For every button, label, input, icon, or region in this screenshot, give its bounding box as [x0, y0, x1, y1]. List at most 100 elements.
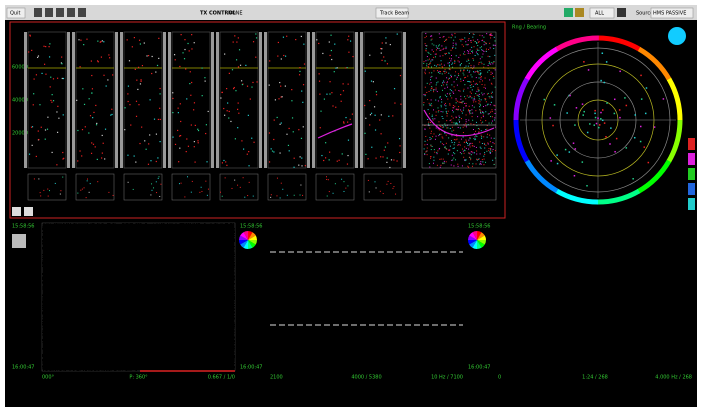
dot [388, 115, 390, 117]
dot [452, 117, 454, 119]
dot [426, 154, 428, 156]
dot [469, 111, 471, 113]
dot [384, 60, 386, 62]
dot [347, 139, 350, 141]
filter-select[interactable] [589, 7, 615, 19]
color-button[interactable] [688, 153, 695, 165]
dot [464, 150, 466, 152]
dot [349, 40, 352, 42]
dot [237, 108, 239, 110]
dot [56, 111, 58, 113]
dot [459, 152, 461, 154]
dot [77, 192, 79, 194]
dot [442, 80, 444, 82]
dot [441, 98, 443, 100]
dot [423, 61, 425, 63]
dot [187, 176, 189, 178]
dot [453, 81, 455, 83]
dot [193, 141, 195, 143]
dot [456, 100, 458, 102]
dot [489, 152, 491, 154]
ring-segment [524, 46, 559, 81]
dot [475, 138, 477, 140]
footer-label: 1:24 / 268 [582, 375, 608, 381]
toggle[interactable] [564, 8, 573, 17]
dot [256, 81, 258, 83]
compass-icon[interactable] [668, 27, 686, 45]
tool-icon[interactable] [34, 8, 42, 17]
dot [85, 197, 87, 199]
dot [436, 53, 438, 55]
dot [475, 130, 477, 132]
dot [301, 157, 303, 159]
tool-button[interactable] [24, 207, 33, 216]
dot [470, 123, 472, 125]
dot [301, 165, 303, 167]
source-select[interactable] [650, 7, 694, 19]
dot [423, 102, 425, 104]
dot [444, 70, 446, 72]
dot [155, 160, 157, 163]
color-wheel [243, 231, 249, 240]
dot [494, 40, 496, 42]
dot [492, 142, 494, 144]
dot [478, 158, 480, 160]
dot [268, 161, 271, 163]
dot [487, 55, 489, 57]
dot [442, 162, 444, 164]
tool-button[interactable] [12, 207, 21, 216]
color-button[interactable] [688, 138, 695, 150]
dot [469, 95, 471, 97]
dot [127, 85, 130, 87]
time-bottom: 16:00:47 [240, 365, 262, 371]
dot [205, 124, 207, 126]
dot [286, 194, 288, 196]
dot [425, 49, 427, 51]
dot [80, 39, 82, 41]
dot [428, 102, 430, 104]
dot [488, 96, 490, 98]
tool-icon[interactable] [78, 8, 86, 17]
quit-label: Quit [10, 11, 20, 17]
track-beam-button[interactable] [375, 7, 409, 19]
dot [327, 179, 329, 181]
dot [486, 128, 488, 130]
dot [485, 50, 487, 52]
contact [598, 124, 601, 126]
tool-icon[interactable] [45, 8, 53, 17]
toggle[interactable] [575, 8, 584, 17]
dot [159, 87, 161, 90]
dot [197, 128, 199, 130]
noise [270, 223, 463, 371]
dot [471, 105, 473, 107]
color-button[interactable] [688, 198, 695, 210]
y-label: 60000 [12, 65, 28, 71]
tool-icon[interactable] [67, 8, 75, 17]
quit-button[interactable] [6, 7, 26, 19]
dot [453, 129, 455, 131]
dot [458, 144, 460, 146]
dot [434, 56, 436, 58]
dot [370, 112, 373, 114]
dot [31, 49, 33, 52]
dot [440, 125, 442, 127]
dot [423, 94, 425, 96]
dot [429, 127, 431, 129]
contact [625, 104, 628, 107]
dot [91, 92, 93, 94]
dot [225, 161, 227, 163]
dot [438, 70, 440, 72]
dot [445, 48, 447, 50]
color-button[interactable] [688, 183, 695, 195]
dot [226, 87, 228, 90]
dot [89, 183, 91, 185]
dot [472, 33, 474, 35]
column [27, 31, 67, 169]
dot [430, 138, 432, 140]
icon[interactable] [617, 8, 626, 17]
color-button[interactable] [688, 168, 695, 180]
contact [625, 147, 628, 149]
dot [48, 56, 51, 58]
tool-icon[interactable] [56, 8, 64, 17]
